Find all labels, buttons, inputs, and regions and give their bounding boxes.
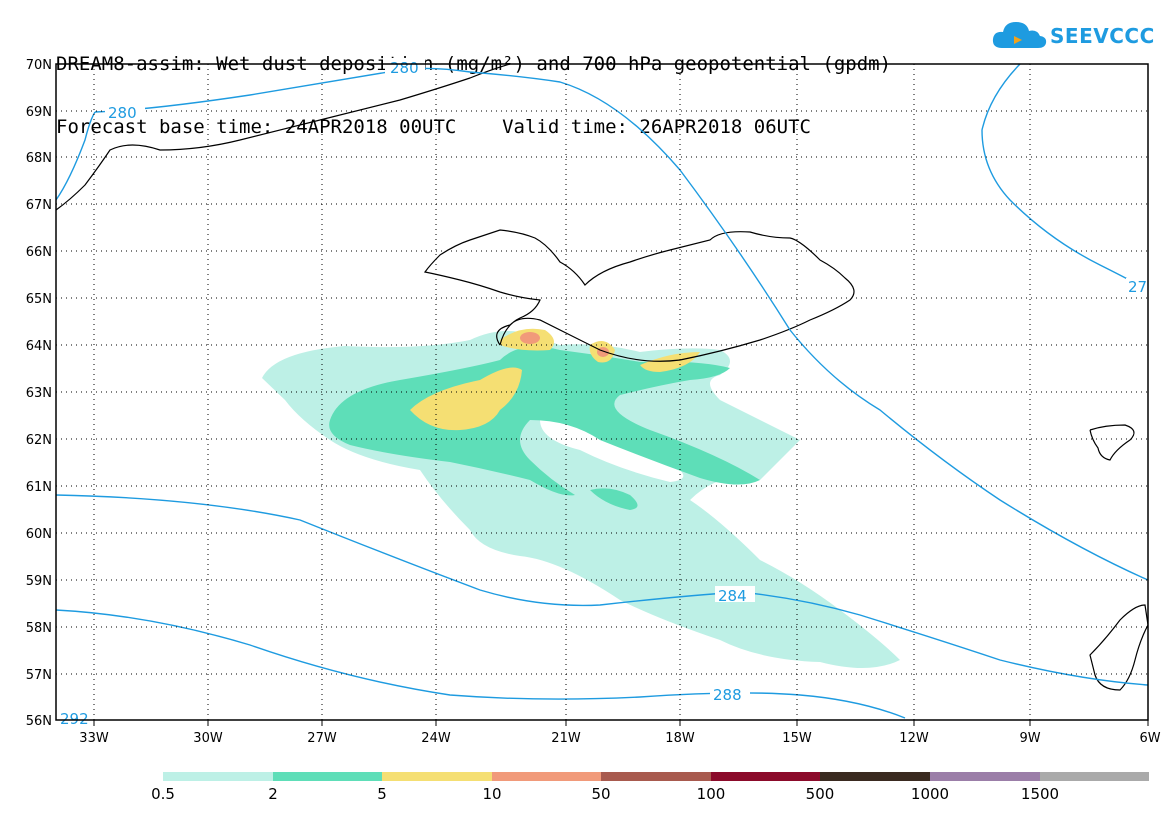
lon-label: 12W: [899, 731, 929, 746]
contour-284: [55, 494, 1149, 686]
lat-label: 67N: [26, 198, 52, 213]
contour-labels: 280 280 27 284 288 292: [60, 58, 1148, 728]
dust-area-mid: [329, 346, 760, 496]
contour-label: 288: [713, 686, 742, 704]
tick-marks: [93, 720, 1149, 726]
legend-label: 500: [805, 785, 835, 803]
longitude-labels: 33W 30W 27W 24W 21W 18W 15W 12W 9W 6W: [79, 731, 1160, 746]
legend-label: 1500: [1020, 785, 1060, 803]
lat-label: 69N: [26, 105, 52, 120]
color-legend: [163, 772, 1150, 781]
lat-label: 60N: [26, 527, 52, 542]
title-line-2: Forecast base time: 24APR2018 00UTC Vali…: [56, 116, 811, 138]
lat-label: 58N: [26, 621, 52, 636]
greenland-coast: [55, 63, 511, 211]
lat-label: 61N: [26, 480, 52, 495]
contour-label: 292: [60, 710, 89, 728]
legend-swatch: [491, 772, 602, 781]
legend-swatch: [272, 772, 383, 781]
legend-labels: 0.5 2 5 10 50 100 500 1000 1500: [0, 785, 1175, 805]
lon-label: 15W: [782, 731, 812, 746]
legend-label: 1000: [910, 785, 950, 803]
contour-27: [981, 63, 1149, 291]
lat-label: 64N: [26, 339, 52, 354]
iceland-coast: [423, 229, 855, 362]
legend-label: 50: [591, 785, 611, 803]
legend-swatch: [710, 772, 821, 781]
lon-label: 18W: [665, 731, 695, 746]
contour-280-b: [55, 111, 96, 201]
lat-label: 70N: [26, 58, 52, 73]
lat-label: 63N: [26, 386, 52, 401]
logo-text: SEEVCCC: [1050, 24, 1155, 48]
lon-label: 6W: [1139, 731, 1160, 746]
coastlines: [55, 63, 1149, 691]
dust-area-high: [410, 367, 522, 431]
contour-label: 284: [718, 587, 747, 605]
cloud-icon: [992, 22, 1047, 48]
faroe-coast: [1089, 424, 1135, 461]
seevccc-logo: SEEVCCC: [990, 16, 1154, 56]
lat-label: 65N: [26, 292, 52, 307]
lon-label: 9W: [1019, 731, 1040, 746]
dust-area-gap: [540, 411, 684, 482]
lat-label: 56N: [26, 714, 52, 729]
latitude-labels: 70N 69N 68N 67N 66N 65N 64N 63N 62N 61N …: [26, 58, 52, 729]
legend-label: 100: [696, 785, 726, 803]
contour-label: 280: [390, 59, 419, 77]
lon-label: 30W: [193, 731, 223, 746]
dust-deposition-layer: [262, 328, 900, 669]
legend-swatch: [1039, 772, 1150, 781]
legend-label: 0.5: [151, 785, 175, 803]
legend-swatch: [820, 772, 930, 781]
contour-label: 280: [108, 104, 137, 122]
dust-area-high-4: [640, 352, 700, 372]
scotland-coast: [1089, 604, 1149, 691]
legend-swatch: [929, 772, 1040, 781]
gridlines: [56, 64, 1148, 720]
geopotential-contours: [55, 63, 1149, 719]
map-plot: 280 280 27 284 288 292 70N 69N 68N 67N 6…: [26, 58, 1161, 746]
map-frame: [55, 63, 1149, 721]
lon-label: 24W: [421, 731, 451, 746]
lon-label: 21W: [551, 731, 581, 746]
legend-label: 5: [377, 785, 387, 803]
contour-288: [55, 609, 906, 719]
legend-swatch: [382, 772, 492, 781]
lon-label: 33W: [79, 731, 109, 746]
legend-swatch: [601, 772, 711, 781]
legend-label: 10: [482, 785, 502, 803]
legend-swatch: [163, 772, 273, 781]
lat-label: 57N: [26, 668, 52, 683]
lon-label: 27W: [307, 731, 337, 746]
lat-label: 68N: [26, 151, 52, 166]
lat-label: 59N: [26, 574, 52, 589]
dust-area-mid-2: [590, 488, 638, 510]
lat-label: 62N: [26, 433, 52, 448]
contour-280-a: [94, 67, 1149, 581]
contour-label: 27: [1128, 278, 1147, 296]
legend-label: 2: [268, 785, 278, 803]
dust-area-peak: [520, 332, 540, 344]
lat-label: 66N: [26, 245, 52, 260]
